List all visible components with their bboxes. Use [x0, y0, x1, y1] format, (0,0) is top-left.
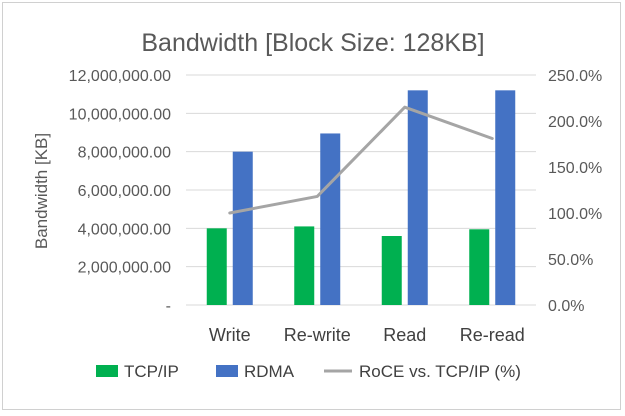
y-tick-label: 12,000,000.00 — [69, 68, 171, 85]
y-axis-label: Bandwidth [KB] — [32, 133, 51, 249]
y2-axis-ticks: 0.0% 50.0% 100.0% 150.0% 200.0% 250.0% — [548, 68, 602, 315]
y2-tick-label: 0.0% — [548, 298, 584, 315]
y2-tick-label: 50.0% — [548, 252, 593, 269]
y-tick-label: 2,000,000.00 — [78, 260, 172, 277]
bar-rdma — [233, 152, 253, 305]
x-axis-ticks: Write Re-write Read Re-read — [209, 325, 525, 345]
y-tick-label: - — [166, 298, 171, 315]
legend-swatch — [96, 365, 118, 377]
y-tick-label: 8,000,000.00 — [78, 145, 172, 162]
x-tick-label: Read — [383, 325, 426, 345]
bar-tcp-ip — [294, 226, 314, 305]
bars — [207, 90, 516, 305]
line-roce-vs-tcpip — [230, 107, 493, 213]
x-tick-label: Re-read — [460, 325, 525, 345]
bar-tcp-ip — [469, 229, 489, 305]
legend: TCP/IP RDMA RoCE vs. TCP/IP (%) — [96, 362, 521, 381]
legend-label: TCP/IP — [124, 362, 179, 381]
y-axis-ticks: - 2,000,000.00 4,000,000.00 6,000,000.00 8,0… — [69, 68, 171, 315]
legend-label: RDMA — [244, 362, 295, 381]
y2-tick-label: 100.0% — [548, 206, 602, 223]
y2-tick-label: 250.0% — [548, 68, 602, 85]
ratio-line — [230, 107, 493, 213]
y-tick-label: 4,000,000.00 — [78, 221, 172, 238]
legend-label: RoCE vs. TCP/IP (%) — [359, 362, 521, 381]
x-tick-label: Re-write — [284, 325, 351, 345]
y2-tick-label: 200.0% — [548, 114, 602, 131]
y-tick-label: 10,000,000.00 — [69, 106, 171, 123]
bar-rdma — [408, 90, 428, 305]
bar-rdma — [495, 90, 515, 305]
bar-tcp-ip — [382, 236, 402, 305]
x-tick-label: Write — [209, 325, 251, 345]
bar-rdma — [320, 133, 340, 305]
bandwidth-chart: Bandwidth [Block Size: 128KB] - 2,000,000… — [3, 3, 622, 411]
chart-frame: Bandwidth [Block Size: 128KB] - 2,000,000… — [2, 2, 621, 410]
y2-tick-label: 150.0% — [548, 160, 602, 177]
legend-swatch — [216, 365, 238, 377]
bar-tcp-ip — [207, 228, 227, 305]
chart-title: Bandwidth [Block Size: 128KB] — [141, 29, 484, 57]
y-tick-label: 6,000,000.00 — [78, 183, 172, 200]
